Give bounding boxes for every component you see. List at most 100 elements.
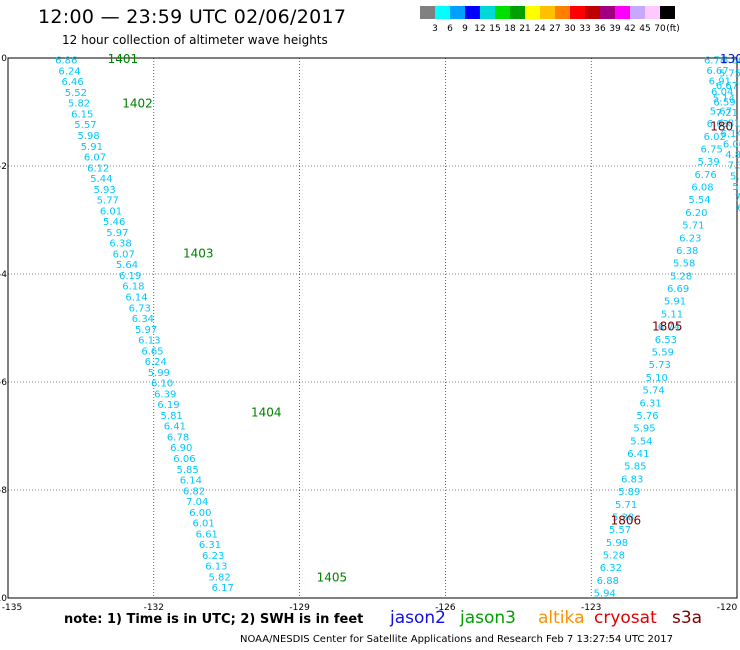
wave-height-value: 6.20 [685, 208, 707, 219]
legend-jason3: jason3 [460, 608, 516, 628]
wave-height-value: 5.91 [81, 142, 103, 153]
pass-time-label: 1402 [122, 96, 153, 110]
pass-time-label: 1405 [317, 570, 348, 584]
x-tick-label: -120 [717, 603, 738, 613]
wave-height-value: 6.17 [212, 583, 234, 594]
colorbar-swatch [645, 6, 660, 19]
wave-height-value: 6.18 [122, 282, 144, 293]
x-tick-label: -126 [435, 603, 456, 613]
colorbar-swatch [450, 6, 465, 19]
colorbar-swatch [525, 6, 540, 19]
wave-height-value: 6.53 [655, 335, 677, 346]
pass-time-label: 1404 [251, 406, 282, 420]
wave-height-value: 5.10 [646, 373, 668, 384]
wave-height-value: 5.97 [106, 228, 128, 239]
wave-height-value: 5.44 [90, 174, 112, 185]
wave-height-value: 6.59 [713, 98, 735, 109]
wave-height-value: 5.28 [603, 551, 625, 562]
colorbar-tick-label: 24 [534, 24, 546, 34]
wave-height-value: 5.46 [103, 217, 125, 228]
wave-height-value: 6.65 [141, 346, 163, 357]
wave-height-value: 6.75 [701, 144, 723, 155]
wave-height-value: 5.98 [77, 131, 99, 142]
colorbar-swatch [660, 6, 675, 19]
y-tick-label: -6 [0, 378, 7, 388]
wave-height-value: 6.13 [205, 562, 227, 573]
wave-height-value: 6.9 [737, 203, 740, 214]
x-tick-label: -123 [581, 603, 601, 613]
pass-time-label: 180 [710, 120, 733, 134]
colorbar-tick-label: 18 [504, 24, 516, 34]
colorbar-tick-label: 6 [447, 24, 453, 34]
wave-height-value: 5.64 [116, 260, 138, 271]
colorbar-swatch [495, 6, 510, 19]
pass-time-label: 1806 [611, 514, 642, 528]
wave-height-value: 5.71 [682, 221, 704, 232]
colorbar-swatch [480, 6, 495, 19]
colorbar-swatch [630, 6, 645, 19]
colorbar-tick-label: 9 [462, 24, 468, 34]
wave-height-value: 5.98 [606, 538, 628, 549]
wave-height-value: 6.81 [718, 119, 740, 130]
colorbar-swatch [420, 6, 435, 19]
wave-height-value: 5.82 [68, 99, 90, 110]
pass-time-label: 1401 [108, 52, 139, 66]
wave-height-value: 6.83 [621, 474, 643, 485]
wave-height-value: 5.93 [93, 185, 115, 196]
wave-height-value: 6.67 [706, 66, 728, 77]
wave-height-value: 6.86 [722, 56, 740, 67]
colorbar-swatch [600, 6, 615, 19]
wave-height-value: 5.54 [688, 195, 710, 206]
wave-height-value: 5.97 [135, 325, 157, 336]
wave-height-value: 6.01 [100, 206, 122, 217]
wave-height-value: 6.13 [138, 336, 160, 347]
wave-height-value: 5.85 [624, 462, 646, 473]
wave-height-value: 6.15 [71, 109, 93, 120]
pass-time-label: 1403 [183, 246, 214, 260]
wave-height-value: 6.07 [84, 153, 106, 164]
wave-height-value: 5.11 [661, 309, 683, 320]
wave-height-value: 6.91 [709, 77, 731, 88]
wave-height-value: 7.34 [728, 161, 740, 172]
wave-height-value: 5.99 [148, 368, 170, 379]
x-tick-label: -135 [2, 603, 22, 613]
x-tick-label: -132 [144, 603, 164, 613]
wave-height-value: 6.07 [113, 249, 135, 260]
colorbar-tick-label: 15 [489, 24, 501, 34]
wave-height-value: 6.00 [723, 140, 740, 151]
colorbar-swatch [435, 6, 450, 19]
wave-height-value: 6.10 [151, 379, 173, 390]
wave-height-value: 6.90 [170, 443, 192, 454]
wave-height-value: 6.23 [679, 233, 701, 244]
wave-height-value: 6.14 [180, 476, 202, 487]
wave-height-value: 6.74 [658, 322, 680, 333]
wave-height-value: 6.14 [721, 129, 740, 140]
wave-height-value: 6.67 [716, 81, 738, 92]
colorbar-swatch [510, 6, 525, 19]
wave-height-value: 5.54 [630, 436, 652, 447]
wave-height-value: 5.81 [161, 411, 183, 422]
wave-height-value: 5.76 [636, 411, 658, 422]
wave-height-value: 5.28 [670, 271, 692, 282]
colorbar-tick-label: 45 [639, 24, 651, 34]
wave-height-value: 5.82 [208, 572, 230, 583]
wave-height-value: 6.78 [167, 432, 189, 443]
colorbar-swatch [465, 6, 480, 19]
x-tick-label: -129 [289, 603, 310, 613]
wave-height-value: 5.77 [97, 196, 119, 207]
wave-height-value: 6.46 [62, 77, 84, 88]
wave-height-value: 5.14 [713, 94, 735, 105]
wave-height-value: 5.57 [74, 120, 96, 131]
wave-height-value: 6.01 [192, 519, 214, 530]
y-tick-label: -10 [0, 594, 7, 604]
wave-height-value: 5.94 [594, 589, 616, 600]
y-tick-label: -2 [0, 162, 7, 172]
y-tick-label: -8 [0, 486, 7, 496]
wave-height-value: 6.31 [199, 540, 221, 551]
colorbar-tick-label: 12 [474, 24, 486, 34]
wave-height-value: 5.39 [697, 157, 719, 168]
wave-height-value: 5.73 [649, 360, 671, 371]
legend-cryosat: cryosat [594, 608, 657, 628]
pass-time-label: 130 [720, 52, 740, 66]
